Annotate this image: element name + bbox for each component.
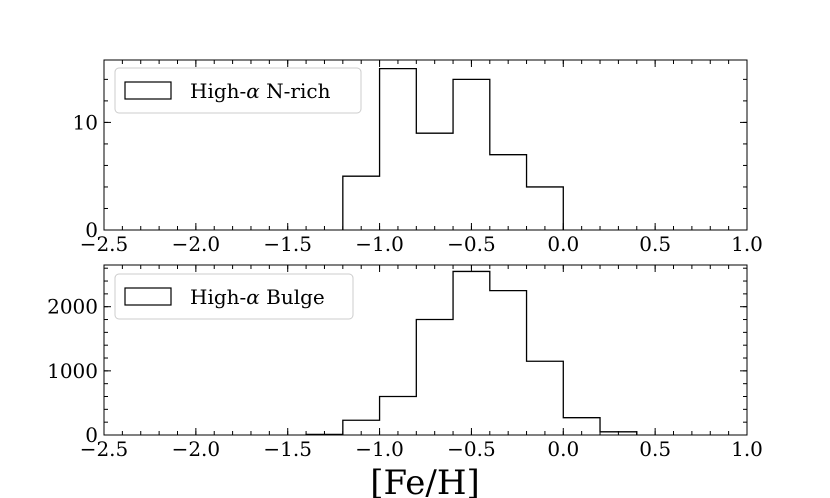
y-tick-label: 10 [73,110,98,134]
histogram-bin [527,187,564,230]
x-tick-label: −1.5 [263,232,312,256]
x-tick-label: −2.0 [172,437,221,461]
x-tick-label: 0.5 [639,232,671,256]
x-tick-label: 0.0 [547,232,579,256]
histogram-bin [490,155,527,230]
histogram-bin [343,176,380,230]
top-histogram-panel: −2.5 −2.0 −1.5 −1.0 −0.5 0.0 0.5 1.0 0 10 High-α N… [73,59,763,256]
histogram-bin [453,79,490,230]
x-tick-label: 1.0 [731,232,763,256]
histogram-outline [342,67,564,230]
bottom-histogram-panel: −2.5 −2.0 −1.5 −1.0 −0.5 0.0 0.5 1.0 0 1000 2000 Hi… [47,264,763,461]
legend-box [114,67,362,114]
legend: High-α N-rich [114,67,362,114]
x-tick-label: −0.5 [447,437,496,461]
histogram-bin [527,361,564,435]
x-tick-label: −2.0 [172,232,221,256]
x-tick-label: 0.5 [639,437,671,461]
x-tick-label: −2.5 [80,437,129,461]
histogram-bin [380,69,417,230]
x-tick-label: −2.5 [80,232,129,256]
histogram-bin [380,397,417,435]
x-tick-label: −0.5 [447,232,496,256]
histogram-bin [416,133,453,230]
axes-frame [103,59,748,231]
legend-swatch [124,287,172,306]
histogram-bin [453,271,490,435]
x-tick-label: −1.0 [355,437,404,461]
x-tick-label: 1.0 [731,437,763,461]
legend: High-α Bulge [114,273,354,320]
histogram-outline [305,270,638,436]
x-axis-label: [Fe/H] [370,463,480,498]
histogram-bin [490,291,527,435]
legend-box [114,273,354,320]
y-tick-label: 2000 [47,295,98,319]
y-tick-label: 1000 [47,359,98,383]
histogram-bin [416,320,453,435]
y-tick-label: 0 [85,423,98,447]
x-tick-label: 0.0 [547,437,579,461]
legend-swatch [124,81,172,100]
x-tick-label: −1.0 [355,232,404,256]
y-tick-label: 0 [85,218,98,242]
legend-label: High-α Bulge [190,285,325,309]
legend-label: High-α N-rich [190,79,331,103]
axes-frame [103,264,748,436]
x-tick-label: −1.5 [263,437,312,461]
